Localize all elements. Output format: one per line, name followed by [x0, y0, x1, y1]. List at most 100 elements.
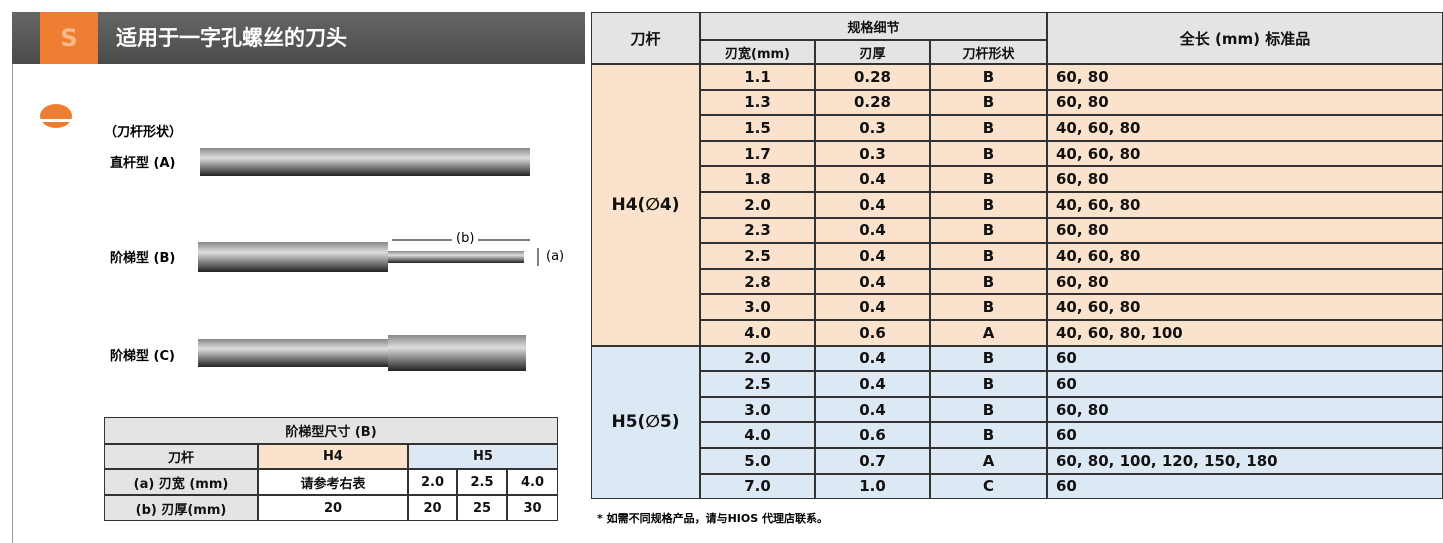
table-cell: 1.3	[700, 89, 815, 116]
table-cell: 0.4	[815, 243, 930, 269]
table-cell: B	[930, 192, 1047, 218]
table-cell: B	[930, 140, 1047, 167]
bit-c-tip	[388, 335, 526, 371]
table-cell: 0.4	[815, 166, 930, 192]
table-cell: (b) 刃厚(mm)	[104, 495, 258, 521]
table-cell: B	[930, 422, 1047, 448]
header-title: 适用于一字孔螺丝的刀头	[116, 26, 347, 50]
dim-label: (a)	[546, 249, 565, 264]
icon	[40, 104, 72, 128]
table-cell: 60, 80	[1047, 89, 1443, 116]
table-cell: 0.7	[815, 448, 930, 474]
panel-border	[12, 64, 13, 543]
table-cell: 60	[1047, 371, 1443, 397]
table-cell: 60	[1047, 473, 1443, 500]
table-cell: 60, 80	[1047, 268, 1443, 295]
table-cell: B	[930, 166, 1047, 192]
table-cell: 0.4	[815, 217, 930, 244]
table-cell: 4.0	[700, 320, 815, 346]
bit-drawings	[198, 148, 539, 371]
bit-c	[198, 339, 388, 367]
group-cell: H4(∅4)	[591, 64, 700, 346]
table-cell: 1.5	[700, 115, 815, 141]
table-cell: 0.4	[815, 371, 930, 397]
table-cell: 2.5	[700, 371, 815, 397]
header-cell: 刃宽(mm)	[700, 40, 815, 64]
table-cell: A	[930, 448, 1047, 474]
header-cell: 刀杆	[104, 444, 258, 469]
table-cell: 2.8	[700, 268, 815, 295]
header-cell: H4	[258, 444, 408, 469]
table-cell: 2.0	[700, 192, 815, 218]
bit-b-tip	[388, 251, 524, 263]
table-cell: 40, 60, 80	[1047, 192, 1443, 218]
table-cell: B	[930, 115, 1047, 141]
table-cell: B	[930, 243, 1047, 269]
table-cell: 60, 80	[1047, 64, 1443, 90]
table-cell: 25	[457, 495, 507, 521]
bit-a	[200, 148, 530, 176]
table-cell: 60, 80, 100, 120, 150, 180	[1047, 448, 1443, 474]
table-cell: 60, 80	[1047, 166, 1443, 192]
table-cell: 20	[258, 495, 408, 521]
table-cell: (a) 刃宽 (mm)	[104, 469, 258, 495]
table-cell: 40, 60, 80	[1047, 140, 1443, 167]
table-cell: 0.4	[815, 192, 930, 218]
table-cell: 2.5	[457, 469, 507, 495]
table-cell: 0.3	[815, 140, 930, 167]
header-cell: 刃厚	[815, 40, 930, 64]
badge: S	[40, 12, 98, 64]
table-title: 阶梯型尺寸 (B)	[104, 417, 558, 444]
table-cell: 请参考右表	[258, 469, 408, 495]
table-cell: 0.4	[815, 345, 930, 372]
table-cell: 4.0	[700, 422, 815, 448]
table-cell: 30	[507, 495, 558, 521]
header-bar	[12, 12, 585, 64]
header-cell: 刀杆形状	[930, 40, 1047, 64]
table-cell: B	[930, 345, 1047, 372]
table-cell: 1.8	[700, 166, 815, 192]
table-cell: 40, 60, 80, 100	[1047, 320, 1443, 346]
table-cell: 40, 60, 80	[1047, 294, 1443, 320]
header-cell: H5	[408, 444, 558, 469]
table-cell: 0.4	[815, 294, 930, 320]
shape-heading: （刀杆形状）	[104, 125, 183, 140]
table-cell: 2.3	[700, 217, 815, 244]
header-cell: 规格细节	[700, 12, 1047, 40]
table-cell: 40, 60, 80	[1047, 243, 1443, 269]
table-cell: 2.0	[700, 345, 815, 372]
header-cell: 刀杆	[591, 12, 700, 64]
group-cell: H5(∅5)	[591, 345, 700, 500]
table-cell: B	[930, 268, 1047, 295]
table-cell: C	[930, 473, 1047, 500]
table-cell: 7.0	[700, 473, 815, 500]
table-cell: 4.0	[507, 469, 558, 495]
table-cell: B	[930, 294, 1047, 320]
table-cell: 3.0	[700, 396, 815, 423]
table-cell: B	[930, 89, 1047, 116]
bit-b	[198, 242, 388, 272]
dim-label: (b)	[452, 231, 479, 246]
table-cell: 0.3	[815, 115, 930, 141]
table-cell: B	[930, 371, 1047, 397]
table-cell: 0.28	[815, 64, 930, 90]
header-cell: 全长 (mm) 标准品	[1047, 12, 1443, 64]
table-cell: B	[930, 217, 1047, 244]
table-cell: 1.1	[700, 64, 815, 90]
table-cell: 0.6	[815, 320, 930, 346]
table-cell: 2.0	[408, 469, 457, 495]
shape-label: 阶梯型 (C)	[110, 349, 175, 364]
table-cell: 2.5	[700, 243, 815, 269]
shape-label: 直杆型 (A)	[110, 156, 176, 171]
table-cell: 60, 80	[1047, 396, 1443, 423]
table-cell: B	[930, 396, 1047, 423]
table-cell: 1.0	[815, 473, 930, 500]
table-cell: 60, 80	[1047, 217, 1443, 244]
table-cell: 40, 60, 80	[1047, 115, 1443, 141]
table-cell: 1.7	[700, 140, 815, 167]
footnote: * 如需不同规格产品，请与HIOS 代理店联系。	[597, 512, 828, 525]
table-cell: 5.0	[700, 448, 815, 474]
table-cell: B	[930, 64, 1047, 90]
table-cell: 60	[1047, 422, 1443, 448]
